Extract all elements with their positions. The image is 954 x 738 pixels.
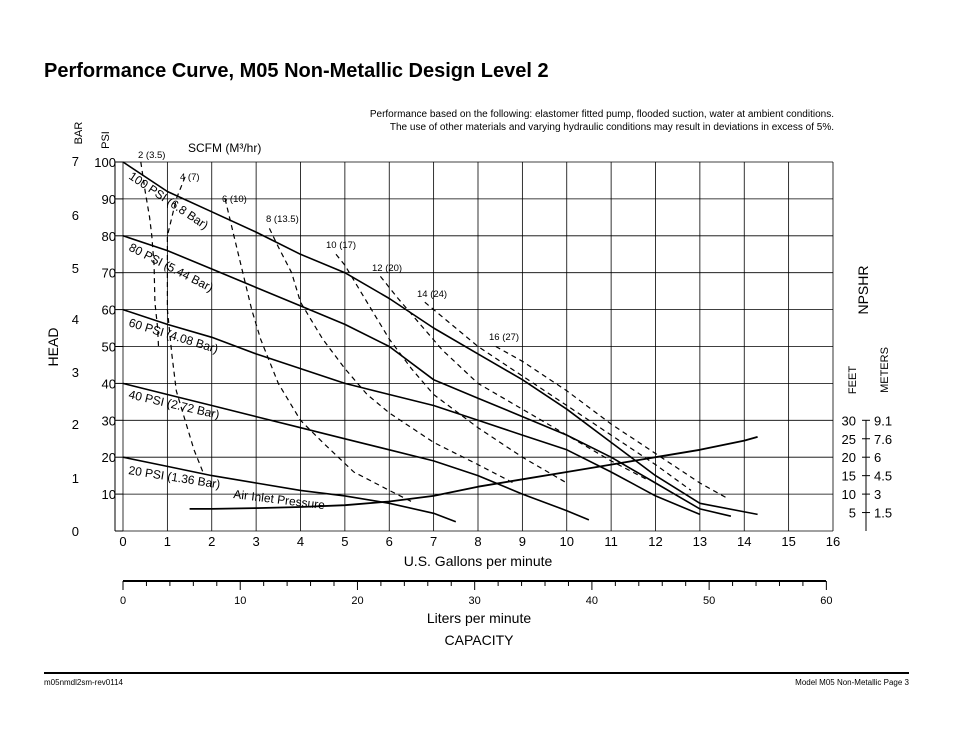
psi-tick-label: 20 xyxy=(102,450,116,465)
bar-tick-label: 2 xyxy=(72,417,79,432)
pressure-curve xyxy=(122,161,758,516)
feet-tick-label: 25 xyxy=(842,432,856,447)
scfm-curve xyxy=(268,228,514,484)
liters-tick-label: 50 xyxy=(703,595,715,607)
x-tick-label: 14 xyxy=(737,534,751,549)
x-tick-label: 11 xyxy=(604,534,618,549)
liters-tick-label: 0 xyxy=(120,595,126,607)
scfm-curve-label: 12 (20) xyxy=(372,263,402,274)
scfm-curve xyxy=(224,198,412,503)
scfm-curve xyxy=(379,276,647,480)
capacity-caption: CAPACITY xyxy=(445,632,515,648)
psi-tick-label: 80 xyxy=(102,229,116,244)
bar-tick-label: 0 xyxy=(72,524,79,539)
chart-labels: 100 PSI (6.8 Bar)80 PSI (5.44 Bar)60 PSI… xyxy=(126,141,519,512)
psi-tick-label: 40 xyxy=(102,376,116,391)
liters-axis-label: Liters per minute xyxy=(427,610,531,626)
pressure-curve-label: 40 PSI (2.72 Bar) xyxy=(127,387,220,421)
feet-tick-label: 15 xyxy=(842,469,856,484)
psi-unit-label: PSI xyxy=(100,131,112,149)
feet-tick-label: 20 xyxy=(842,450,856,465)
meters-tick-label: 7.6 xyxy=(874,432,892,447)
psi-tick-label: 100 xyxy=(94,155,116,170)
chart-curves xyxy=(122,161,758,523)
scfm-curve-label: 14 (24) xyxy=(417,289,447,300)
footer-page-label: Model M05 Non-Metallic Page 3 xyxy=(795,678,909,687)
psi-tick-label: 90 xyxy=(102,192,116,207)
psi-tick-label: 10 xyxy=(102,487,116,502)
feet-tick-label: 30 xyxy=(842,413,856,428)
scfm-curve-label: 2 (3.5) xyxy=(138,150,165,161)
liters-tick-label: 40 xyxy=(586,595,598,607)
x-tick-label: 5 xyxy=(341,534,348,549)
bar-unit-label: BAR xyxy=(73,122,85,145)
pressure-curve xyxy=(122,456,457,523)
x-tick-label: 7 xyxy=(430,534,437,549)
meters-tick-label: 6 xyxy=(874,450,881,465)
psi-tick-label: 70 xyxy=(102,266,116,281)
npshr-axis-label: NPSHR xyxy=(855,265,871,314)
scfm-curve xyxy=(424,301,692,491)
performance-note-line-1: Performance based on the following: elas… xyxy=(369,109,834,120)
bar-tick-label: 5 xyxy=(72,261,79,276)
pressure-curve-label: 80 PSI (5.44 Bar) xyxy=(127,240,216,295)
feet-tick-label: 5 xyxy=(849,506,856,521)
x-tick-label: 10 xyxy=(560,534,574,549)
scfm-curve xyxy=(335,253,568,484)
x-tick-label: 8 xyxy=(474,534,481,549)
y-axis-label: HEAD xyxy=(45,328,61,367)
feet-unit-label: FEET xyxy=(847,366,859,394)
scfm-label: SCFM (M³/hr) xyxy=(188,141,261,155)
bar-tick-label: 3 xyxy=(72,365,79,380)
x-tick-label: 3 xyxy=(253,534,260,549)
page-title: Performance Curve, M05 Non-Metallic Desi… xyxy=(44,60,549,82)
psi-tick-label: 60 xyxy=(102,303,116,318)
liters-tick-label: 10 xyxy=(234,595,246,607)
x-tick-label: 9 xyxy=(519,534,526,549)
x-tick-label: 16 xyxy=(826,534,840,549)
scfm-curve-label: 16 (27) xyxy=(489,332,519,343)
psi-tick-label: 50 xyxy=(102,340,116,355)
pressure-curve xyxy=(122,308,701,516)
psi-tick-label: 30 xyxy=(102,413,116,428)
x-tick-label: 6 xyxy=(386,534,393,549)
bar-tick-label: 6 xyxy=(72,208,79,223)
performance-note-line-2: The use of other materials and varying h… xyxy=(389,122,834,133)
meters-tick-label: 4.5 xyxy=(874,469,892,484)
scfm-curve xyxy=(495,345,727,499)
npshr-curve xyxy=(189,436,758,510)
feet-tick-label: 10 xyxy=(842,487,856,502)
scfm-curve-label: 4 (7) xyxy=(180,172,200,183)
liters-tick-label: 30 xyxy=(469,595,481,607)
chart-axes: 0 1 2 3 4 5 6 7 8 9 10 11 12 13 14 15 16U.S. Gallons per… xyxy=(45,122,892,648)
x-tick-label: 12 xyxy=(648,534,662,549)
x-tick-label: 0 xyxy=(119,534,126,549)
footer-document-id: m05nmdl2sm-rev0114 xyxy=(44,678,123,687)
scfm-curve-label: 6 (10) xyxy=(222,194,247,205)
pressure-curve xyxy=(122,235,732,517)
scfm-curve xyxy=(140,161,160,347)
bar-tick-label: 4 xyxy=(72,312,79,327)
x-tick-label: 1 xyxy=(164,534,171,549)
meters-tick-label: 1.5 xyxy=(874,506,892,521)
x-axis-label: U.S. Gallons per minute xyxy=(404,553,553,569)
scfm-curve-label: 8 (13.5) xyxy=(266,214,299,225)
pressure-curve xyxy=(122,382,590,521)
liters-tick-label: 60 xyxy=(820,595,832,607)
meters-unit-label: METERS xyxy=(879,347,891,393)
meters-tick-label: 9.1 xyxy=(874,413,892,428)
x-tick-label: 13 xyxy=(693,534,707,549)
scfm-curve-label: 10 (17) xyxy=(326,240,356,251)
meters-tick-label: 3 xyxy=(874,487,881,502)
liters-tick-label: 20 xyxy=(351,595,363,607)
x-tick-label: 2 xyxy=(208,534,215,549)
footer-rule xyxy=(44,672,909,674)
x-tick-label: 4 xyxy=(297,534,304,549)
bar-tick-label: 7 xyxy=(72,154,79,169)
x-tick-label: 15 xyxy=(781,534,795,549)
bar-tick-label: 1 xyxy=(72,471,79,486)
scfm-curve xyxy=(166,176,204,473)
